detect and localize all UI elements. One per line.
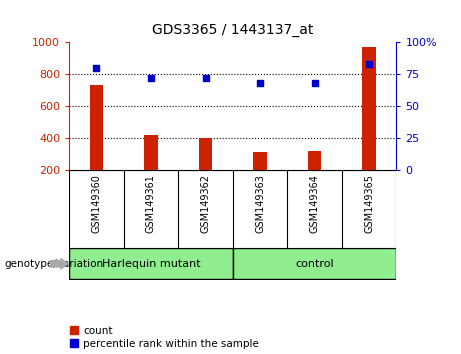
FancyBboxPatch shape	[69, 249, 233, 279]
Legend: count, percentile rank within the sample: count, percentile rank within the sample	[70, 326, 259, 349]
Bar	[144, 135, 158, 170]
Point	[93, 65, 100, 71]
Text: genotype/variation: genotype/variation	[5, 259, 104, 269]
Point	[202, 75, 209, 81]
Text: GSM149360: GSM149360	[91, 174, 101, 233]
Text: Harlequin mutant: Harlequin mutant	[102, 259, 200, 269]
Bar	[89, 85, 103, 170]
Bar	[362, 47, 376, 170]
Bar	[253, 152, 267, 170]
Text: GSM149363: GSM149363	[255, 174, 265, 233]
Text: GSM149364: GSM149364	[310, 174, 319, 233]
Point	[256, 80, 264, 86]
FancyBboxPatch shape	[233, 249, 396, 279]
Title: GDS3365 / 1443137_at: GDS3365 / 1443137_at	[152, 23, 313, 37]
Bar	[199, 138, 213, 170]
Point	[366, 61, 373, 67]
Point	[311, 80, 318, 86]
Bar	[308, 151, 321, 170]
Text: control: control	[296, 259, 334, 269]
Text: GSM149361: GSM149361	[146, 174, 156, 233]
Point	[148, 75, 155, 81]
Text: GSM149365: GSM149365	[364, 174, 374, 233]
Text: GSM149362: GSM149362	[201, 174, 211, 233]
